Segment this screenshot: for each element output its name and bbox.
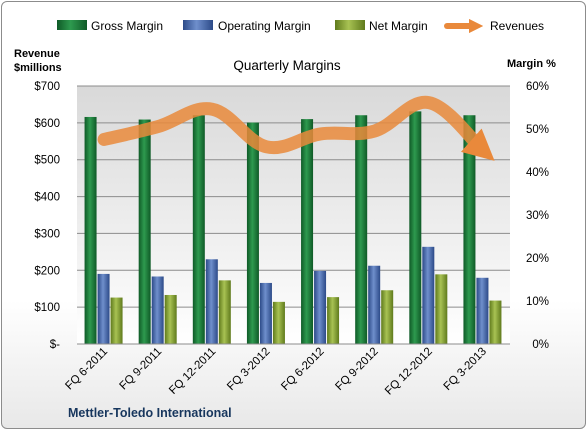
legend-swatch-gross-margin xyxy=(57,20,87,30)
bar-net-margin xyxy=(164,294,177,344)
left-tick-label: $- xyxy=(50,339,60,351)
left-tick-label: $300 xyxy=(34,228,60,240)
right-tick-label: 10% xyxy=(526,296,549,308)
category-label: FQ 12-2012 xyxy=(383,346,435,398)
bar-net-margin xyxy=(327,297,340,344)
legend-swatch-net-margin xyxy=(335,20,365,30)
right-tick-label: 30% xyxy=(526,210,549,222)
category-label: FQ 9-2012 xyxy=(333,346,380,393)
bar-operating-margin xyxy=(476,277,489,344)
legend-item-net-margin: Net Margin xyxy=(335,19,428,33)
bar-operating-margin xyxy=(205,259,218,344)
right-tick-label: 40% xyxy=(526,167,549,179)
legend-item-gross-margin: Gross Margin xyxy=(57,19,163,33)
legend-label-gross-margin: Gross Margin xyxy=(91,19,163,33)
right-axis-ticks: 0% 10% 20% 30% 40% 50% 60% xyxy=(526,81,549,351)
legend-item-revenues: Revenues xyxy=(444,18,544,34)
bar-gross-margin xyxy=(246,122,259,344)
company-name: Mettler-Toledo International xyxy=(68,406,232,420)
left-tick-label: $400 xyxy=(34,192,60,204)
left-axis-title-line1: Revenue xyxy=(14,48,60,60)
bars xyxy=(84,111,502,345)
category-labels: FQ 6-2011 FQ 9-2011 FQ 12-2011 FQ 3-2012 FQ … xyxy=(63,346,489,398)
legend-item-operating-margin: Operating Margin xyxy=(183,19,311,33)
bar-net-margin xyxy=(218,280,231,344)
chart-title: Quarterly Margins xyxy=(233,58,341,73)
bar-net-margin xyxy=(272,301,285,344)
category-label: FQ 6-2012 xyxy=(279,346,326,393)
legend-label-revenues: Revenues xyxy=(490,19,544,33)
left-tick-label: $100 xyxy=(34,302,60,314)
bar-operating-margin xyxy=(422,246,435,344)
bar-gross-margin xyxy=(301,119,314,344)
bar-gross-margin xyxy=(355,115,368,345)
category-label: FQ 12-2011 xyxy=(167,346,218,397)
legend-swatch-operating-margin xyxy=(183,20,213,30)
left-tick-label: $700 xyxy=(34,81,60,93)
left-axis-ticks: $- $100 $200 $300 $400 $500 $600 $700 xyxy=(34,81,60,351)
left-tick-label: $200 xyxy=(34,265,60,277)
left-tick-label: $600 xyxy=(34,118,60,130)
bar-net-margin xyxy=(381,290,394,344)
bar-gross-margin xyxy=(463,115,476,345)
bar-gross-margin xyxy=(84,116,97,345)
bar-operating-margin xyxy=(259,282,272,344)
legend-label-net-margin: Net Margin xyxy=(369,19,428,33)
category-label: FQ 9-2011 xyxy=(118,346,165,393)
left-tick-label: $500 xyxy=(34,155,60,167)
bar-gross-margin xyxy=(138,119,151,344)
legend-label-operating-margin: Operating Margin xyxy=(218,19,311,33)
right-axis-title: Margin % xyxy=(507,58,556,70)
bar-net-margin xyxy=(435,274,448,344)
left-axis-title-line2: $millions xyxy=(14,62,62,74)
bar-net-margin xyxy=(110,297,123,344)
bar-gross-margin xyxy=(409,111,422,345)
bar-operating-margin xyxy=(151,276,164,344)
right-tick-label: 60% xyxy=(526,81,549,93)
category-label: FQ 3-2013 xyxy=(442,346,489,393)
bar-operating-margin xyxy=(314,270,327,344)
right-tick-label: 0% xyxy=(532,339,549,351)
bar-operating-margin xyxy=(97,273,110,344)
bar-operating-margin xyxy=(368,265,381,344)
right-tick-label: 50% xyxy=(526,124,549,136)
revenue-line xyxy=(97,95,495,161)
right-tick-label: 20% xyxy=(526,253,549,265)
category-label: FQ 3-2012 xyxy=(225,346,272,393)
category-label: FQ 6-2011 xyxy=(63,346,110,393)
bar-gross-margin xyxy=(192,115,205,345)
revenue-line-group xyxy=(97,95,495,161)
bar-net-margin xyxy=(489,300,502,344)
legend: Gross Margin Operating Margin Net Margin… xyxy=(57,18,544,34)
